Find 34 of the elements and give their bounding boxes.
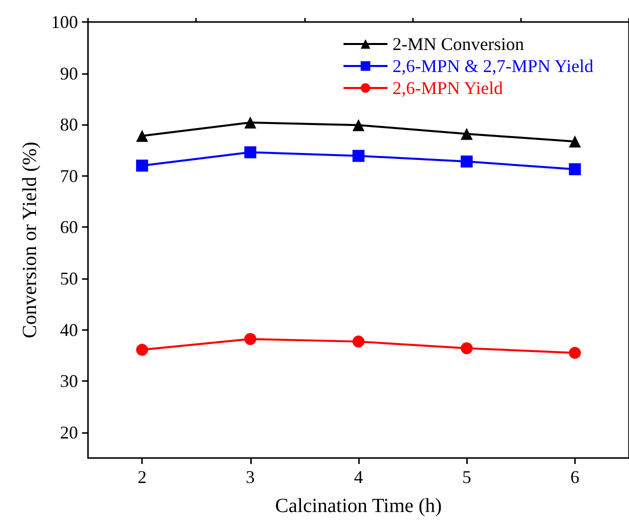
legend-label: 2-MN Conversion: [392, 34, 524, 54]
point: [244, 116, 256, 129]
point: [352, 119, 364, 132]
point: [460, 128, 473, 140]
x-tick-label: 4: [354, 467, 363, 487]
point: [460, 156, 473, 168]
point: [568, 346, 581, 359]
x-tick-label: 3: [246, 467, 255, 487]
y-tick-label: 50: [60, 268, 78, 288]
legend-label: 2,6-MPN & 2,7-MPN Yield: [392, 56, 594, 76]
point: [352, 150, 364, 162]
y-tick-label: 60: [60, 217, 78, 238]
y-tick-label: 100: [51, 12, 78, 32]
y-tick-label: 90: [60, 63, 78, 84]
y-tick-label: 40: [60, 320, 78, 340]
point: [244, 146, 256, 158]
x-axis-title: Calcination Time (h): [275, 495, 442, 517]
point: [244, 333, 256, 345]
point: [460, 342, 473, 354]
y-tick-label: 20: [60, 422, 78, 442]
x-tick-label: 5: [462, 467, 472, 487]
y-axis-title: Conversion or Yield (%): [19, 142, 42, 338]
y-tick-label: 70: [60, 166, 78, 186]
y-tick-label: 30: [60, 371, 78, 392]
legend-label: 2,6-MPN Yield: [392, 78, 503, 98]
x-tick-label: 2: [138, 467, 147, 487]
point: [136, 344, 148, 356]
point: [568, 163, 581, 176]
point: [136, 130, 148, 142]
point: [568, 136, 581, 148]
point: [136, 160, 148, 172]
x-tick-label: 6: [570, 467, 580, 487]
y-tick-label: 80: [60, 114, 78, 135]
point: [352, 336, 364, 348]
